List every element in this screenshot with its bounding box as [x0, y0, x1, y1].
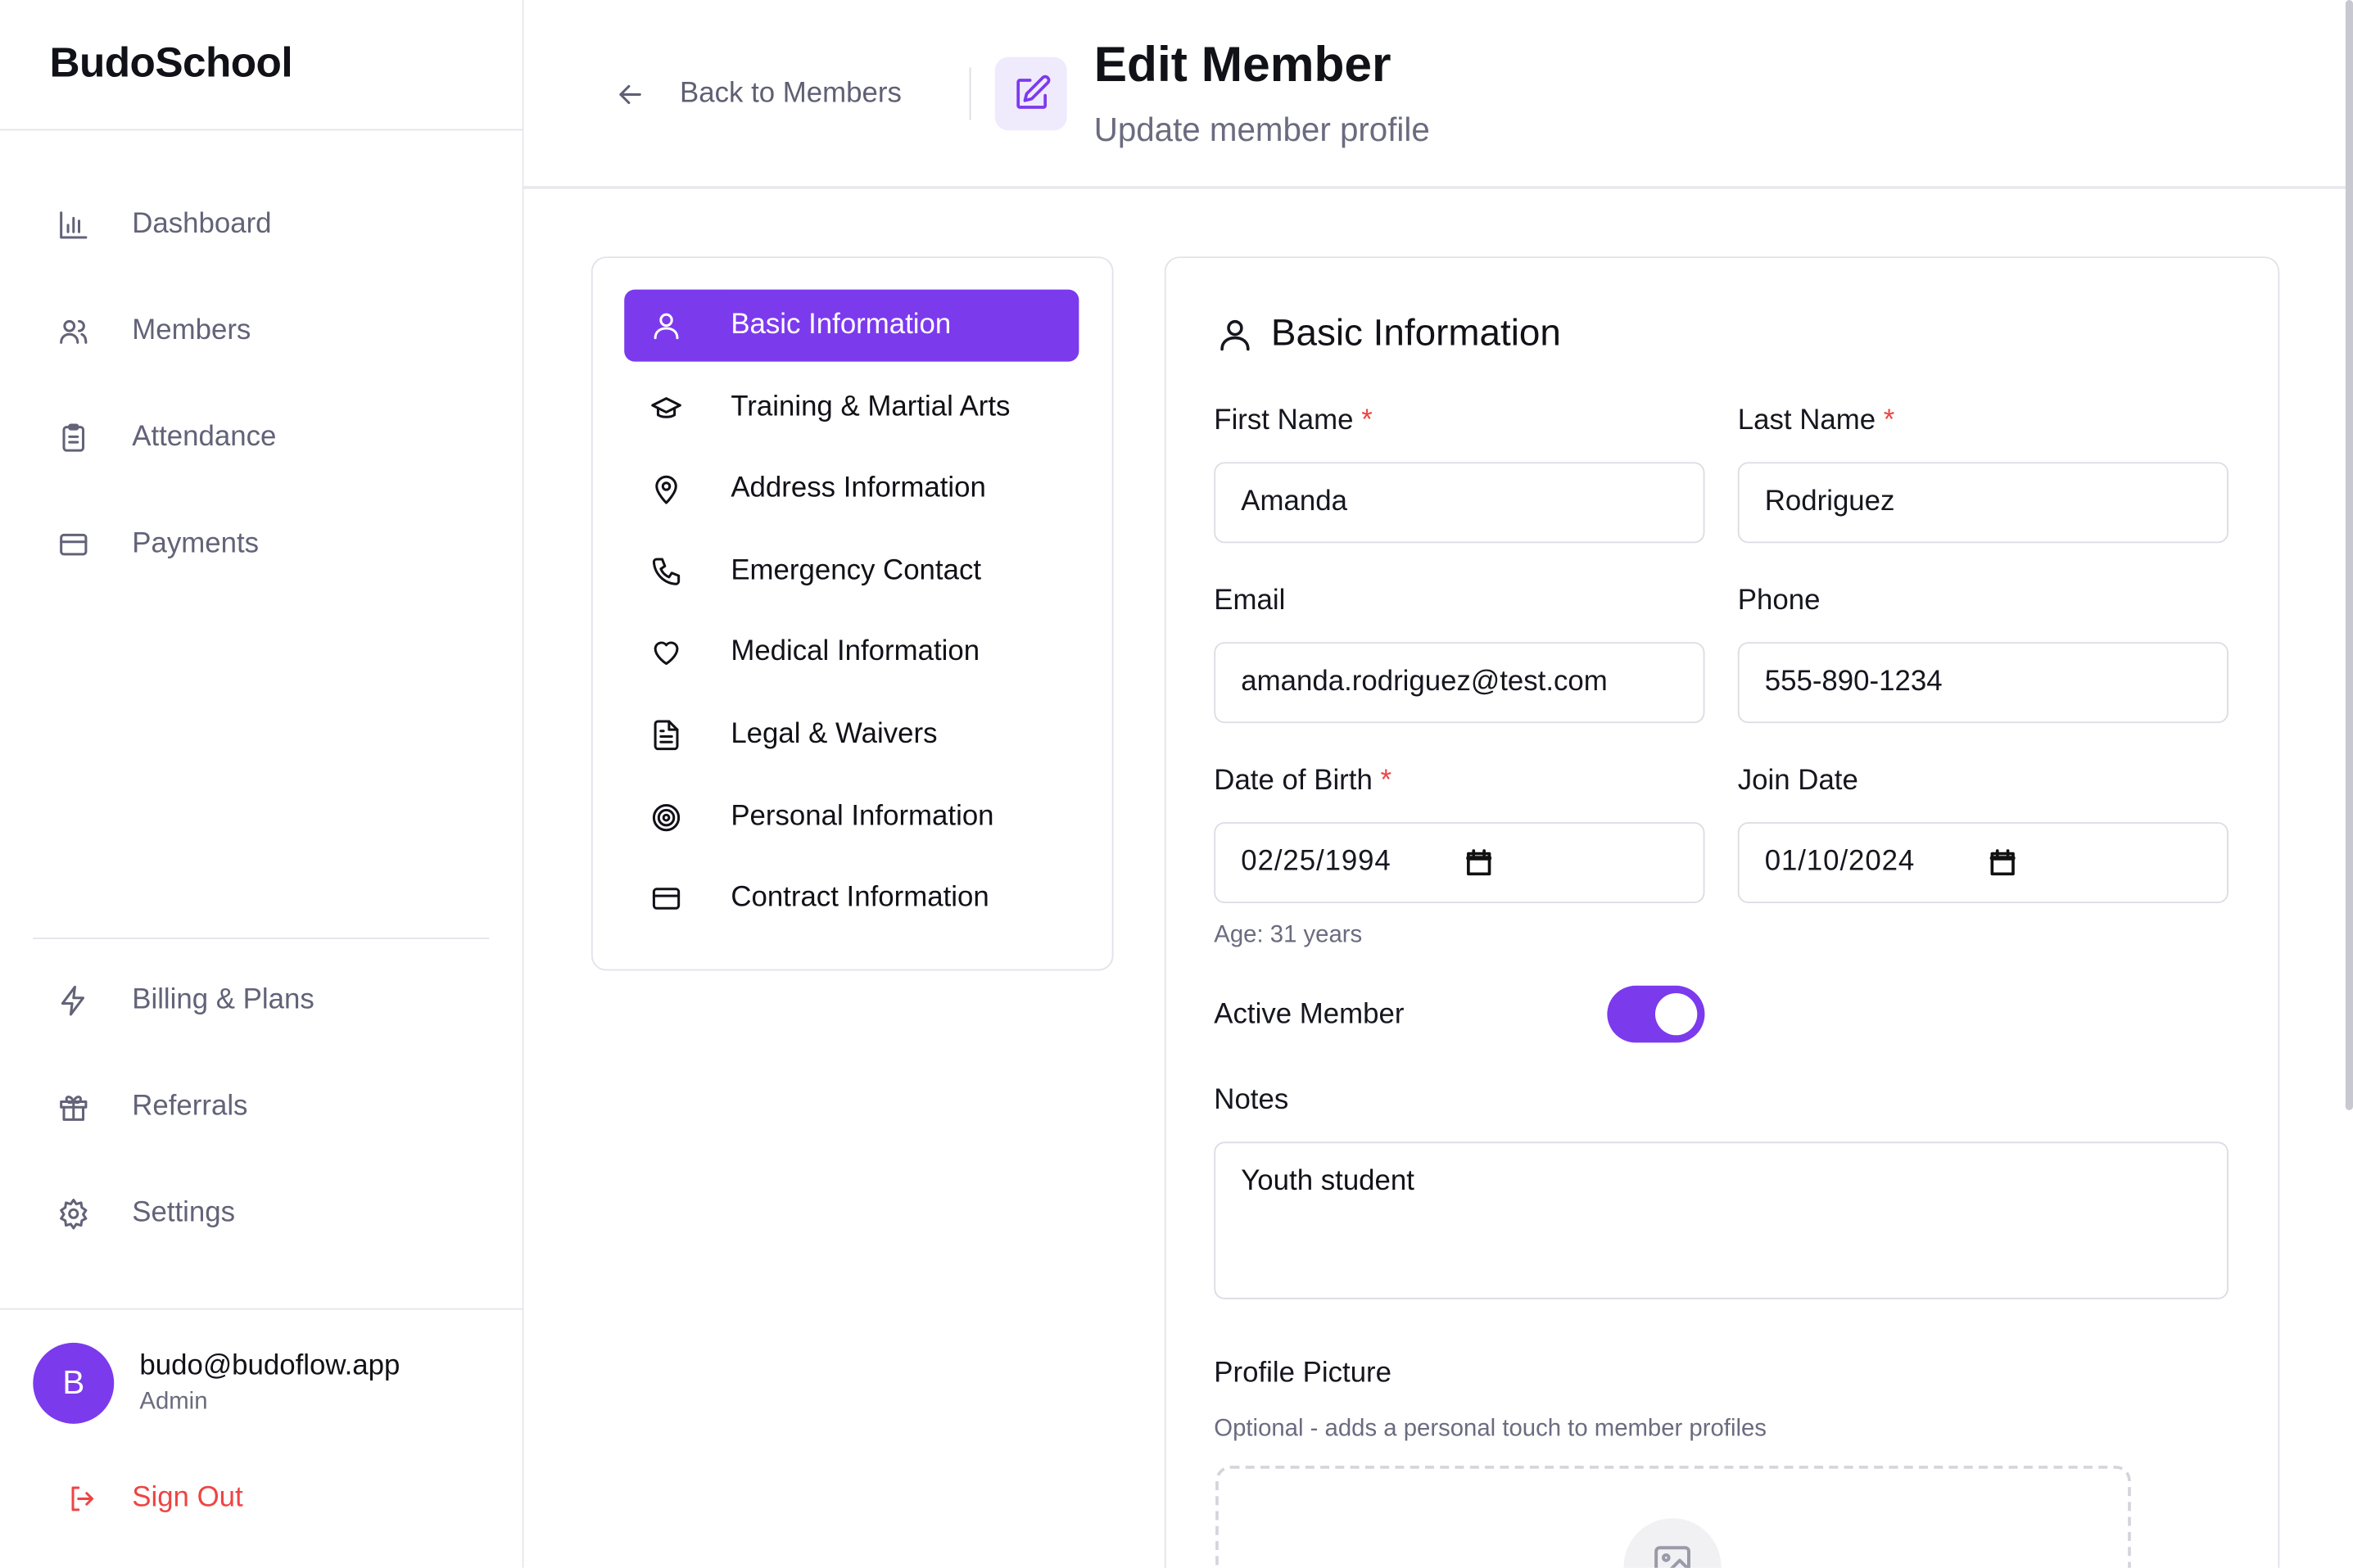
divider — [0, 1308, 524, 1310]
dob-value: 02/25/1994 — [1241, 846, 1391, 878]
user-email: budo@budoflow.app — [139, 1350, 400, 1382]
phone-label: Phone — [1737, 585, 1821, 617]
section-tab-label: Personal Information — [731, 800, 994, 833]
clipboard-icon — [62, 423, 85, 452]
join-date-field[interactable]: 01/10/2024 — [1737, 822, 2229, 904]
section-tab-personal-information[interactable]: Personal Information — [624, 781, 1079, 853]
age-text: Age: 31 years — [1214, 922, 1363, 948]
first-name-label: First Name * — [1214, 404, 1373, 437]
app-logo: BudoSchool — [49, 38, 293, 86]
section-tab-address-information[interactable]: Address Information — [624, 454, 1079, 526]
dob-field[interactable]: 02/25/1994 — [1214, 822, 1705, 904]
bar-chart-icon — [60, 211, 88, 239]
edit-icon-badge — [994, 56, 1067, 131]
sidebar-item-dashboard[interactable]: Dashboard — [33, 188, 489, 263]
section-tab-label: Address Information — [731, 472, 986, 504]
image-icon — [1654, 1546, 1690, 1568]
notes-value: Youth student — [1241, 1165, 1414, 1198]
sidebar-item-label: Referrals — [132, 1091, 248, 1123]
dob-label: Date of Birth * — [1214, 765, 1392, 797]
back-label: Back to Members — [680, 78, 902, 110]
toggle-knob — [1654, 992, 1698, 1036]
join-date-label: Join Date — [1737, 765, 1858, 797]
sidebar-item-label: Payments — [132, 527, 260, 560]
section-tab-label: Basic Information — [731, 309, 952, 341]
first-name-field[interactable]: Amanda — [1214, 462, 1705, 544]
lightning-icon — [61, 985, 85, 1016]
avatar: B — [33, 1342, 115, 1424]
sidebar-item-settings[interactable]: Settings — [33, 1176, 489, 1251]
target-icon — [652, 803, 681, 831]
notes-textarea[interactable]: Youth student — [1214, 1141, 2229, 1299]
section-tab-basic-information[interactable]: Basic Information — [624, 289, 1079, 362]
scrollbar[interactable] — [2345, 0, 2353, 1110]
sidebar-item-billing[interactable]: Billing & Plans — [33, 963, 489, 1038]
map-pin-icon — [655, 476, 677, 504]
join-date-value: 01/10/2024 — [1764, 846, 1916, 878]
section-tab-contract-information[interactable]: Contract Information — [624, 863, 1079, 935]
gift-icon — [60, 1096, 88, 1121]
section-tab-legal-waivers[interactable]: Legal & Waivers — [624, 699, 1079, 771]
sidebar-item-members[interactable]: Members — [33, 294, 489, 369]
heart-icon — [654, 642, 679, 666]
section-tab-label: Contract Information — [731, 882, 989, 915]
notes-label: Notes — [1214, 1084, 1289, 1117]
phone-field[interactable]: 555-890-1234 — [1737, 642, 2229, 724]
page-header: Back to Members Edit Member Update membe… — [523, 0, 2346, 189]
section-tab-emergency-contact[interactable]: Emergency Contact — [624, 535, 1079, 608]
section-tab-label: Legal & Waivers — [731, 718, 938, 751]
sign-out-button[interactable]: Sign Out — [60, 1478, 300, 1520]
divider — [33, 938, 490, 940]
section-tab-label: Training & Martial Arts — [731, 391, 1011, 423]
email-label: Email — [1214, 585, 1286, 617]
sidebar-item-payments[interactable]: Payments — [33, 507, 489, 582]
sidebar-item-label: Settings — [132, 1197, 236, 1229]
page-title: Edit Member — [1093, 35, 1391, 92]
calendar-icon[interactable] — [1989, 849, 2016, 876]
credit-card-icon — [60, 533, 88, 556]
sidebar: BudoSchool Dashboard Members Attendance … — [0, 0, 524, 1568]
users-icon — [60, 319, 88, 344]
section-tab-training-martial-arts[interactable]: Training & Martial Arts — [624, 372, 1079, 444]
phone-icon — [652, 558, 681, 585]
user-icon — [654, 313, 679, 340]
divider — [0, 129, 524, 131]
graduation-cap-icon — [651, 396, 681, 418]
document-icon — [654, 720, 679, 751]
section-tab-label: Emergency Contact — [731, 554, 982, 587]
form-title: Basic Information — [1270, 312, 1561, 355]
page-subtitle: Update member profile — [1093, 111, 1430, 149]
edit-icon — [1016, 75, 1051, 109]
profile-picture-label: Profile Picture — [1214, 1358, 1392, 1390]
arrow-left-icon — [619, 84, 641, 105]
email-field[interactable]: amanda.rodriguez@test.com — [1214, 642, 1705, 724]
logout-icon — [71, 1486, 94, 1512]
user-icon — [1220, 319, 1250, 351]
sidebar-item-attendance[interactable]: Attendance — [33, 400, 489, 476]
profile-picture-dropzone[interactable] — [1215, 1466, 2131, 1568]
section-tab-label: Medical Information — [731, 636, 980, 669]
active-member-toggle[interactable] — [1607, 985, 1705, 1043]
sidebar-item-label: Attendance — [132, 421, 277, 454]
sidebar-item-referrals[interactable]: Referrals — [33, 1069, 489, 1145]
divider — [969, 67, 971, 120]
profile-picture-hint: Optional - adds a personal touch to memb… — [1214, 1416, 1767, 1442]
section-nav — [591, 256, 1114, 971]
sidebar-item-label: Billing & Plans — [132, 983, 314, 1016]
section-tab-medical-information[interactable]: Medical Information — [624, 617, 1079, 689]
sidebar-item-label: Members — [132, 314, 251, 347]
credit-card-icon — [652, 888, 681, 911]
last-name-label: Last Name * — [1737, 404, 1895, 437]
calendar-icon[interactable] — [1466, 849, 1492, 876]
user-role: Admin — [139, 1389, 208, 1415]
active-member-label: Active Member — [1214, 999, 1405, 1031]
sign-out-label: Sign Out — [132, 1482, 243, 1514]
sidebar-item-label: Dashboard — [132, 208, 272, 241]
last-name-field[interactable]: Rodriguez — [1737, 462, 2229, 544]
gear-icon — [60, 1198, 88, 1230]
back-to-members-link[interactable]: Back to Members — [611, 72, 926, 117]
